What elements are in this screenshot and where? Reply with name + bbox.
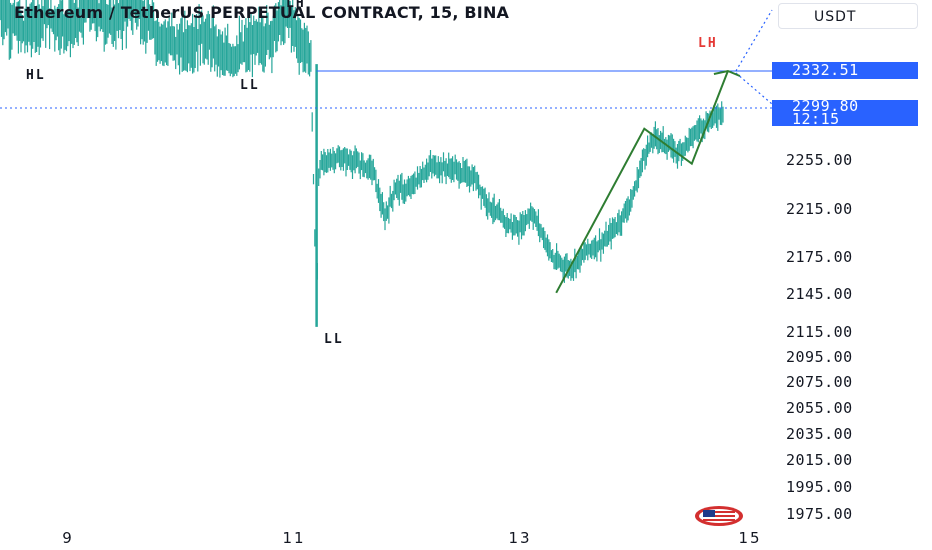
current-price-tag: 2299.80 12:15 <box>772 97 918 128</box>
y-tick: 2255.00 <box>786 151 853 169</box>
candlestick-series <box>0 0 724 327</box>
y-tick: 2215.00 <box>786 200 853 218</box>
y-tick: 2015.00 <box>786 451 853 469</box>
current-price-value: 2299.80 <box>792 97 859 115</box>
annotation-ll-1: LL <box>240 78 260 93</box>
level-price-tag: 2332.51 <box>772 62 918 79</box>
annotation-lh-top: LH <box>286 0 306 11</box>
chart-title: Ethereum / TetherUS PERPETUAL CONTRACT, … <box>14 3 510 22</box>
projection-dotted-line <box>735 9 773 72</box>
projection-dotted-line <box>735 72 773 105</box>
y-tick: 2095.00 <box>786 348 853 366</box>
y-tick: 2145.00 <box>786 285 853 303</box>
y-tick: 2075.00 <box>786 373 853 391</box>
annotation-ll-2: LL <box>324 332 344 347</box>
candle-countdown: 12:15 <box>792 110 840 128</box>
y-tick: 2035.00 <box>786 425 853 443</box>
projection-dotted-lines <box>735 9 773 105</box>
currency-selector[interactable]: USDT <box>778 3 918 29</box>
x-tick: 13 <box>508 529 532 547</box>
x-tick: 9 <box>62 529 74 547</box>
y-tick: 2055.00 <box>786 399 853 417</box>
wave-projection-line <box>555 70 729 294</box>
y-tick: 2115.00 <box>786 323 853 341</box>
y-tick: 1995.00 <box>786 478 853 496</box>
annotation-hl: HL <box>26 68 46 83</box>
us-flag-icon[interactable] <box>694 505 744 527</box>
y-tick: 2175.00 <box>786 248 853 266</box>
x-tick: 11 <box>282 529 306 547</box>
annotation-lh-red: LH <box>698 36 718 51</box>
y-tick: 1975.00 <box>786 505 853 523</box>
x-tick: 15 <box>738 529 762 547</box>
wave-arrowhead <box>713 69 741 77</box>
